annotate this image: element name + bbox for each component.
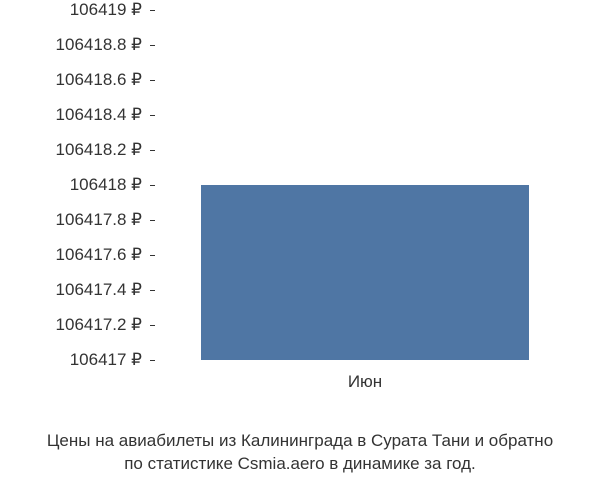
x-tick-label: Июн bbox=[348, 372, 382, 392]
y-tick-label: 106418.6 ₽ bbox=[56, 70, 142, 90]
y-tick-label: 106417.8 ₽ bbox=[56, 210, 142, 230]
y-tick-label: 106418.8 ₽ bbox=[56, 35, 142, 55]
caption-line-1: Цены на авиабилеты из Калининграда в Сур… bbox=[0, 430, 600, 453]
y-tick-mark bbox=[150, 10, 155, 11]
y-tick-mark bbox=[150, 255, 155, 256]
y-tick-label: 106418 ₽ bbox=[70, 175, 142, 195]
y-tick-mark bbox=[150, 220, 155, 221]
bar bbox=[201, 185, 529, 360]
y-tick-label: 106419 ₽ bbox=[70, 0, 142, 20]
caption-line-2: по статистике Csmia.aero в динамике за г… bbox=[0, 453, 600, 476]
chart-caption: Цены на авиабилеты из Калининграда в Сур… bbox=[0, 430, 600, 476]
plot-area bbox=[155, 10, 575, 360]
y-tick-mark bbox=[150, 45, 155, 46]
y-tick-label: 106417.4 ₽ bbox=[56, 280, 142, 300]
y-tick-label: 106417.6 ₽ bbox=[56, 245, 142, 265]
y-tick-mark bbox=[150, 360, 155, 361]
y-tick-mark bbox=[150, 325, 155, 326]
y-tick-label: 106418.4 ₽ bbox=[56, 105, 142, 125]
y-tick-label: 106418.2 ₽ bbox=[56, 140, 142, 160]
y-tick-mark bbox=[150, 185, 155, 186]
y-axis: 106419 ₽106418.8 ₽106418.6 ₽106418.4 ₽10… bbox=[0, 10, 150, 390]
y-tick-label: 106417.2 ₽ bbox=[56, 315, 142, 335]
y-tick-label: 106417 ₽ bbox=[70, 350, 142, 370]
y-tick-mark bbox=[150, 115, 155, 116]
chart-area: 106419 ₽106418.8 ₽106418.6 ₽106418.4 ₽10… bbox=[0, 10, 600, 390]
y-tick-mark bbox=[150, 290, 155, 291]
y-tick-mark bbox=[150, 80, 155, 81]
y-tick-mark bbox=[150, 150, 155, 151]
x-axis: Июн bbox=[155, 372, 575, 390]
